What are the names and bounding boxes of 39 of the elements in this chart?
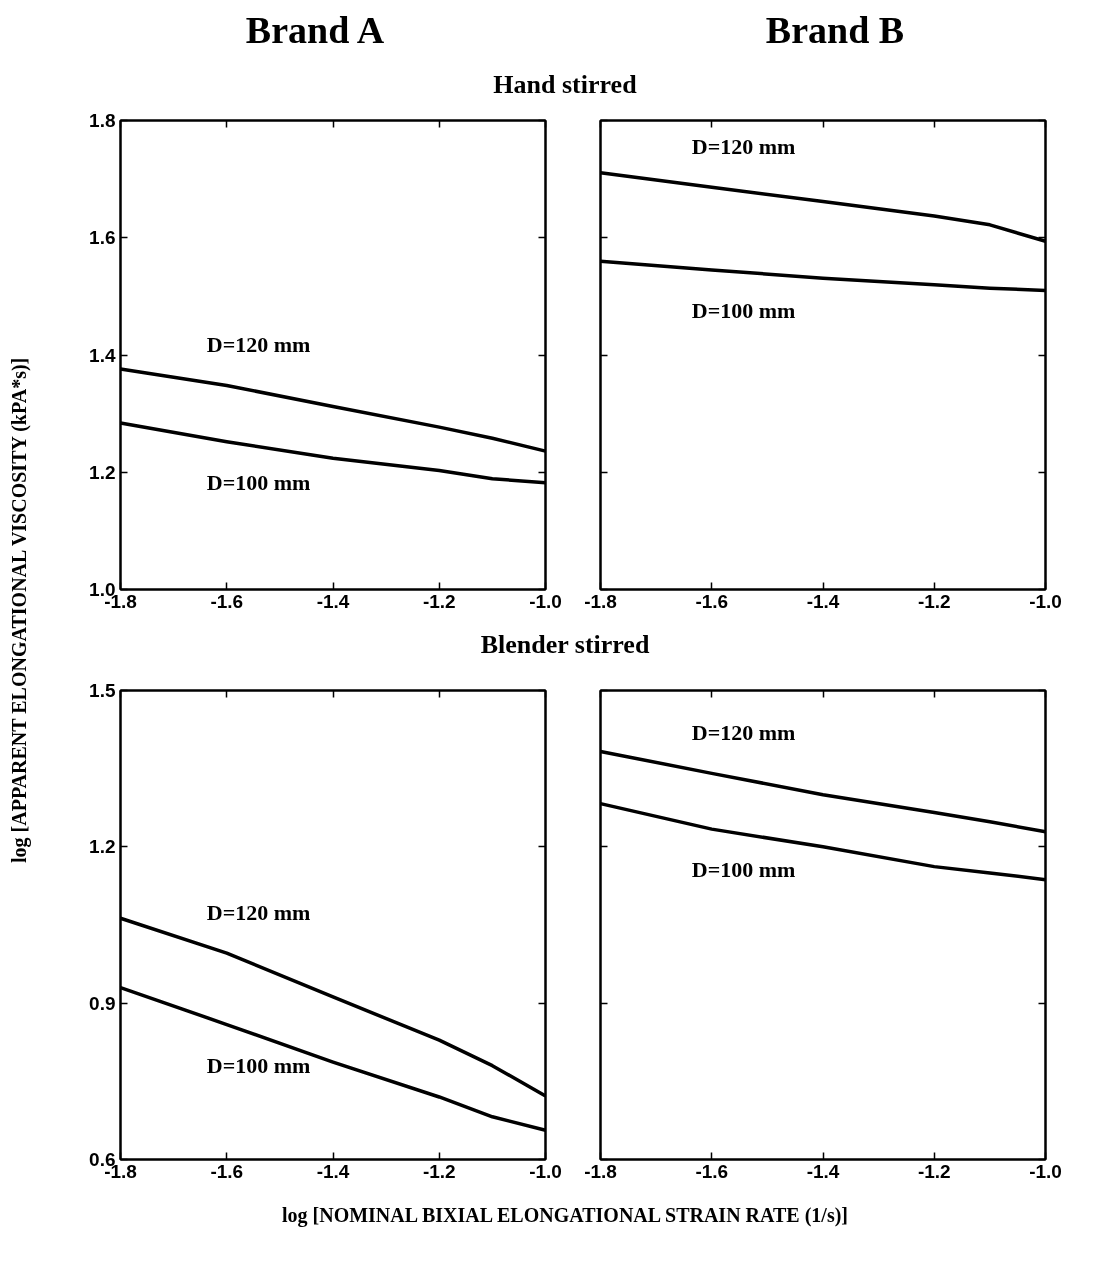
series-label: D=100 mm — [206, 469, 311, 495]
x-tick-label: -1.6 — [210, 1160, 244, 1182]
x-tick-label: -1.6 — [695, 1160, 729, 1182]
y-axis-title: log [APPARENT ELONGATIONAL VISCOSITY (kPA*s)] — [7, 357, 32, 863]
x-tick-label: -1.2 — [917, 590, 951, 612]
x-tick-label: -1.0 — [1029, 590, 1062, 612]
series-label: D=100 mm — [206, 1052, 311, 1078]
chart-subtitle: Blender stirred — [480, 629, 650, 661]
x-tick-label: -1.0 — [1029, 1160, 1062, 1182]
chart-title: Brand A — [245, 8, 385, 53]
x-tick-label: -1.0 — [529, 590, 562, 612]
x-tick-label: -1.0 — [529, 1160, 562, 1182]
y-tick-label: 1.2 — [89, 836, 116, 858]
legend-label: D=120 mm — [691, 134, 796, 160]
y-tick-label: 0.9 — [89, 992, 116, 1014]
x-axis-title: log [NOMINAL BIXIAL ELONGATIONAL STRAIN RATE (1/s)] — [281, 1203, 848, 1229]
y-tick-label: 1.6 — [89, 227, 116, 249]
chart-subtitle: Hand stirred — [493, 69, 637, 101]
y-tick-label: 1.5 — [89, 680, 116, 701]
x-tick-label: -1.4 — [316, 1160, 350, 1182]
series-label: D=100 mm — [691, 297, 796, 323]
x-tick-label: -1.4 — [806, 1160, 840, 1182]
series-label: D=120 mm — [206, 332, 311, 358]
x-tick-label: -1.8 — [584, 590, 617, 612]
y-tick-label: 1.4 — [89, 344, 116, 366]
series-label: D=100 mm — [691, 857, 796, 883]
y-tick-label: 1.2 — [89, 461, 116, 483]
legend-label: D=120 mm — [691, 720, 796, 746]
chart-title: Brand B — [765, 8, 905, 53]
x-tick-label: -1.2 — [422, 590, 456, 612]
x-tick-label: -1.2 — [917, 1160, 951, 1182]
x-tick-label: -1.4 — [316, 590, 350, 612]
x-tick-label: -1.2 — [422, 1160, 456, 1182]
x-tick-label: -1.6 — [210, 590, 244, 612]
x-tick-label: -1.4 — [806, 590, 840, 612]
x-tick-label: -1.8 — [584, 1160, 617, 1182]
x-tick-label: -1.6 — [695, 590, 729, 612]
series-label: D=120 mm — [206, 900, 311, 926]
y-tick-label: 1.8 — [89, 110, 116, 131]
